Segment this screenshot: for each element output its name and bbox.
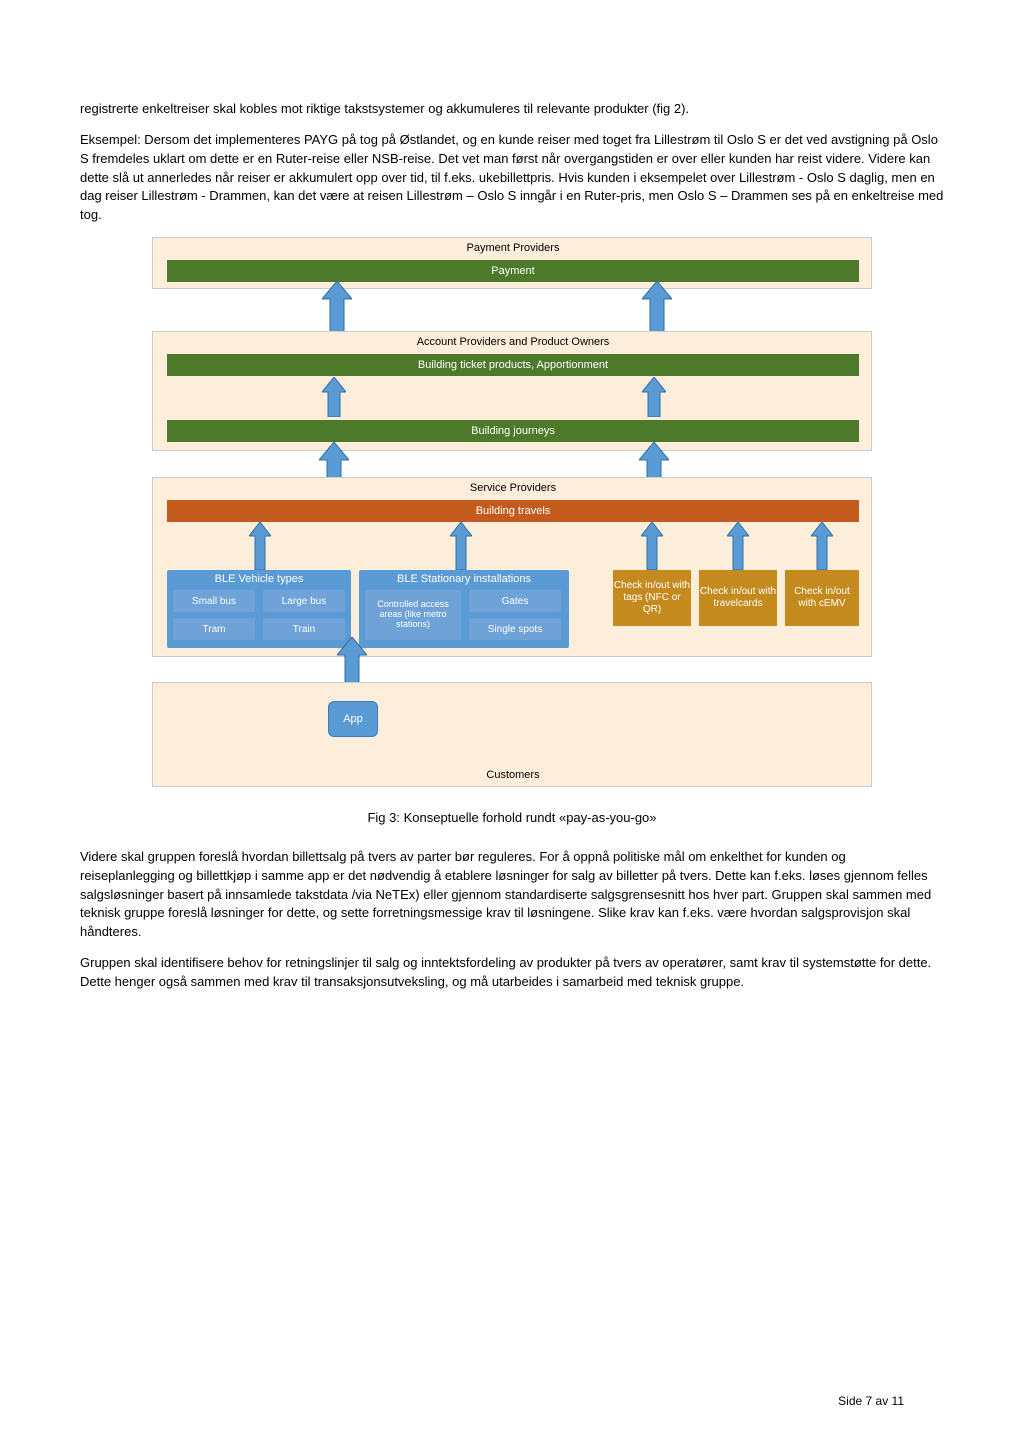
bar-payment: Payment [167, 260, 859, 282]
box-train: Train [263, 618, 345, 640]
bar-building-journeys: Building journeys [167, 420, 859, 442]
box-gates: Gates [469, 590, 561, 612]
box-check-cemv: Check in/out with cEMV [785, 570, 859, 626]
box-controlled: Controlled access areas (like metro stat… [365, 590, 461, 640]
box-small-bus: Small bus [173, 590, 255, 612]
label-payment-providers: Payment Providers [153, 242, 873, 254]
figure-caption: Fig 3: Konseptuelle forhold rundt «pay-a… [80, 809, 944, 828]
paragraph-4: Gruppen skal identifisere behov for retn… [80, 954, 944, 992]
box-check-tags: Check in/out with tags (NFC or QR) [613, 570, 691, 626]
group-ble-vehicle: BLE Vehicle types Small bus Large bus Tr… [167, 570, 351, 648]
box-app: App [328, 701, 378, 737]
paragraph-2: Eksempel: Dersom det implementeres PAYG … [80, 131, 944, 225]
arrow-up-veh [249, 522, 271, 570]
arrow-up-4 [642, 377, 666, 417]
page-footer: Side 7 av 11 [838, 1394, 904, 1408]
label-account-providers: Account Providers and Product Owners [153, 336, 873, 348]
payg-diagram: Payment Providers Payment Account Provid… [152, 237, 872, 797]
group-ble-stationary: BLE Stationary installations Controlled … [359, 570, 569, 648]
box-check-travel: Check in/out with travelcards [699, 570, 777, 626]
label-customers: Customers [153, 769, 873, 781]
panel-account-providers: Account Providers and Product Owners Bui… [152, 331, 872, 451]
label-service-providers: Service Providers [153, 482, 873, 494]
bar-building-ticket: Building ticket products, Apportionment [167, 354, 859, 376]
arrow-up-o2 [727, 522, 749, 570]
box-single-spots: Single spots [469, 618, 561, 640]
paragraph-1: registrerte enkeltreiser skal kobles mot… [80, 100, 944, 119]
panel-customers: App Customers [152, 682, 872, 787]
bar-building-travels: Building travels [167, 500, 859, 522]
box-large-bus: Large bus [263, 590, 345, 612]
arrow-up-sta [450, 522, 472, 570]
arrow-up-o3 [811, 522, 833, 570]
panel-payment-providers: Payment Providers Payment [152, 237, 872, 289]
paragraph-3: Videre skal gruppen foreslå hvordan bill… [80, 848, 944, 942]
arrow-up-1 [322, 281, 352, 333]
arrow-up-2 [642, 281, 672, 333]
box-tram: Tram [173, 618, 255, 640]
label-ble-vehicle: BLE Vehicle types [167, 573, 351, 585]
arrow-up-o1 [641, 522, 663, 570]
arrow-up-3 [322, 377, 346, 417]
label-ble-stationary: BLE Stationary installations [359, 573, 569, 585]
